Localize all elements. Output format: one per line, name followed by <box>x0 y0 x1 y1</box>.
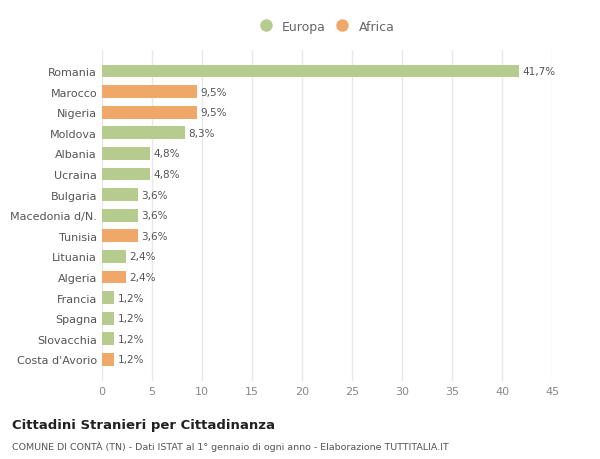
Text: 1,2%: 1,2% <box>118 293 144 303</box>
Text: 2,4%: 2,4% <box>130 272 156 282</box>
Bar <box>102 86 197 99</box>
Text: 9,5%: 9,5% <box>200 108 227 118</box>
Text: 1,2%: 1,2% <box>118 334 144 344</box>
Bar <box>102 353 114 366</box>
Bar <box>102 168 150 181</box>
Bar <box>102 209 138 222</box>
Bar <box>102 251 126 263</box>
Bar <box>102 333 114 346</box>
Text: 9,5%: 9,5% <box>200 88 227 97</box>
Text: 1,2%: 1,2% <box>118 313 144 324</box>
Bar <box>102 271 126 284</box>
Bar <box>102 230 138 243</box>
Bar <box>102 312 114 325</box>
Bar <box>102 291 114 304</box>
Text: 3,6%: 3,6% <box>142 190 168 200</box>
Text: Cittadini Stranieri per Cittadinanza: Cittadini Stranieri per Cittadinanza <box>12 418 275 431</box>
Text: 4,8%: 4,8% <box>154 170 180 179</box>
Bar <box>102 148 150 161</box>
Text: 3,6%: 3,6% <box>142 231 168 241</box>
Text: 41,7%: 41,7% <box>523 67 556 77</box>
Bar <box>102 127 185 140</box>
Bar <box>102 189 138 202</box>
Text: 2,4%: 2,4% <box>130 252 156 262</box>
Text: 8,3%: 8,3% <box>188 129 215 139</box>
Text: 4,8%: 4,8% <box>154 149 180 159</box>
Legend: Europa, Africa: Europa, Africa <box>256 17 398 38</box>
Text: 1,2%: 1,2% <box>118 355 144 364</box>
Bar <box>102 106 197 119</box>
Bar <box>102 66 519 78</box>
Text: 3,6%: 3,6% <box>142 211 168 221</box>
Text: COMUNE DI CONTÀ (TN) - Dati ISTAT al 1° gennaio di ogni anno - Elaborazione TUTT: COMUNE DI CONTÀ (TN) - Dati ISTAT al 1° … <box>12 441 449 451</box>
